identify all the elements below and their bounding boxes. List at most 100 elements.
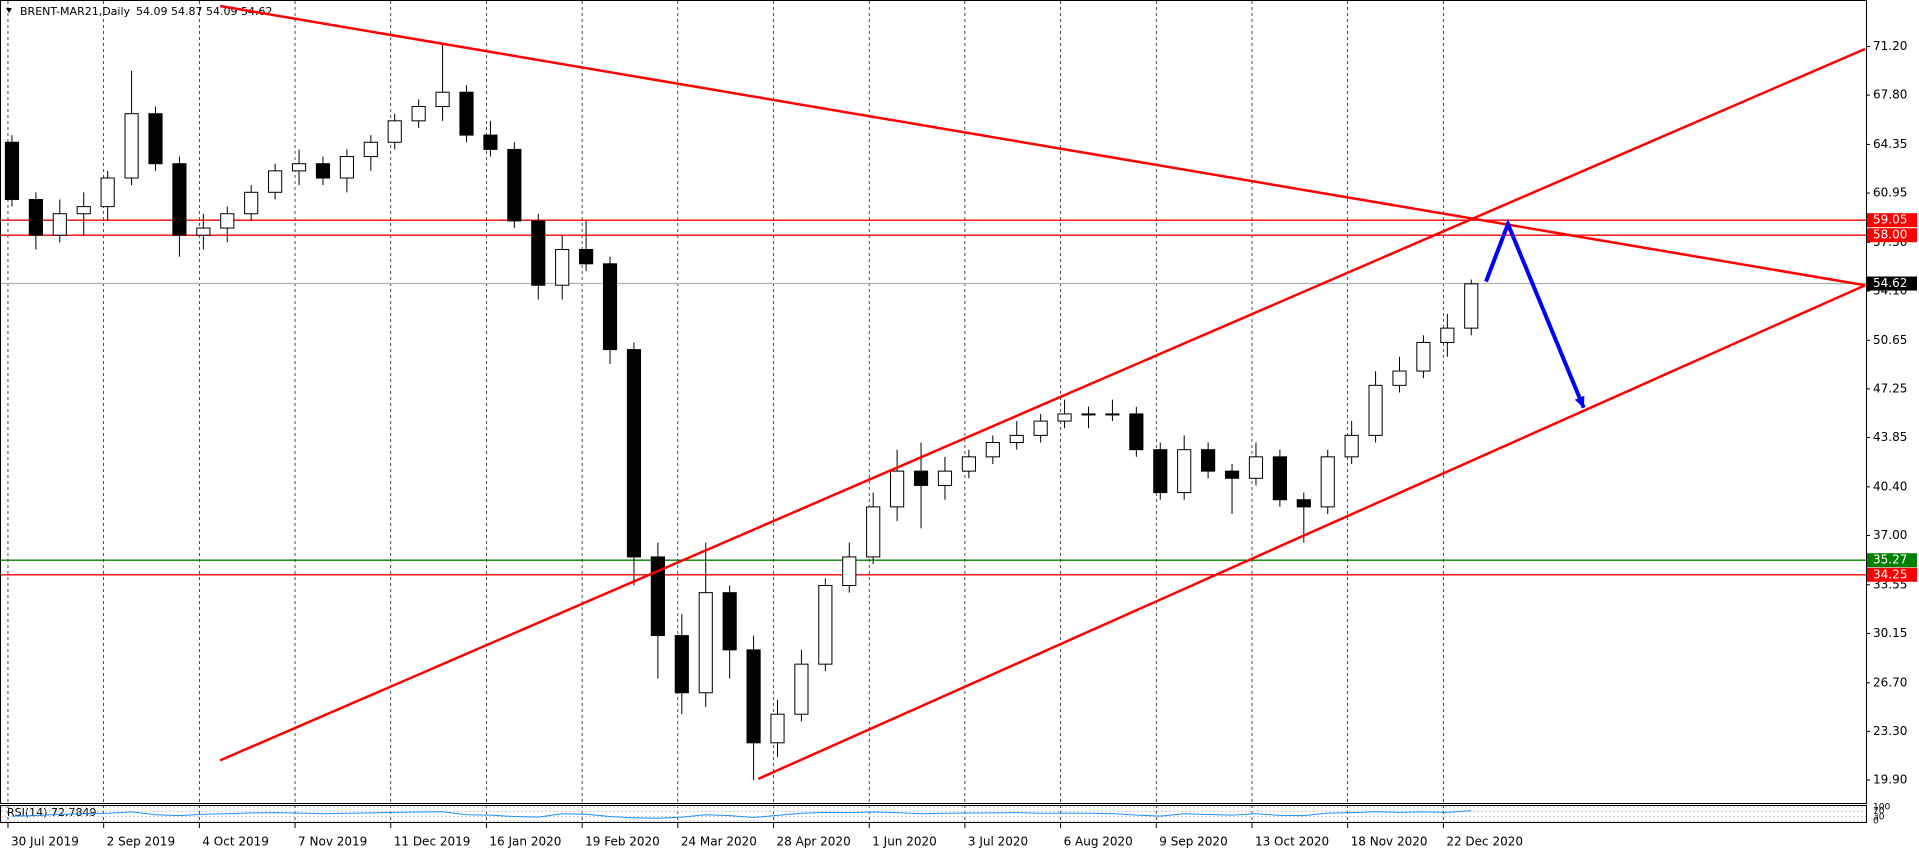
candle-body — [52, 213, 67, 236]
x-tick-label: 2 Sep 2019 — [107, 835, 175, 849]
y-tick-label: 37.00 — [1873, 528, 1907, 542]
candle-body — [268, 170, 283, 193]
candle-body — [770, 713, 785, 744]
y-tick-label: 71.20 — [1873, 39, 1907, 53]
candle-body — [220, 213, 235, 229]
candle-body — [124, 113, 139, 179]
candle-body — [172, 163, 187, 236]
candle-body — [1344, 434, 1359, 458]
candle-body — [1416, 341, 1431, 372]
candle-body — [794, 663, 809, 715]
symbol-menu[interactable] — [6, 8, 12, 13]
candle-body — [507, 148, 522, 222]
x-tick-label: 1 Jun 2020 — [872, 835, 937, 849]
rsi-label: RSI(14) 72.7849 — [7, 806, 96, 819]
candle-body — [937, 470, 953, 486]
arrow-path — [1484, 218, 1586, 409]
level-label: 58.00 — [1873, 228, 1907, 242]
y-tick-label: 60.95 — [1873, 186, 1907, 200]
candle-body — [985, 442, 1000, 458]
candle-body — [435, 91, 450, 108]
level-label: 59.05 — [1873, 213, 1907, 227]
x-tick-label: 22 Dec 2020 — [1446, 835, 1523, 849]
candle-body — [1440, 327, 1455, 343]
candle-body — [1177, 449, 1192, 494]
rsi-frame — [0, 805, 1867, 823]
candle-body — [1009, 434, 1024, 444]
candle-body — [746, 649, 761, 744]
candle-body — [1464, 283, 1479, 329]
x-tick-label: 24 Mar 2020 — [681, 835, 757, 849]
x-tick-label: 30 Jul 2019 — [11, 835, 79, 849]
rsi-line — [11, 810, 1472, 819]
y-tick-label: 30.15 — [1873, 626, 1907, 640]
candle-body — [698, 592, 713, 694]
candle-body — [411, 106, 426, 122]
candle-body — [650, 556, 665, 637]
candle-body — [1105, 413, 1120, 416]
candle-body — [531, 220, 546, 286]
candle-body — [913, 470, 929, 486]
candle-body — [339, 156, 354, 179]
x-tick-label: 7 Nov 2019 — [298, 835, 367, 849]
candle-body — [196, 227, 211, 236]
candle-body — [1201, 449, 1216, 472]
chart-title: BRENT-MAR21,Daily — [20, 5, 131, 18]
candle-body — [100, 177, 115, 208]
candle-body — [244, 191, 259, 215]
x-tick-label: 6 Aug 2020 — [1064, 835, 1133, 849]
candle-body — [626, 349, 642, 558]
candle-body — [148, 113, 163, 165]
y-tick-label: 23.30 — [1873, 724, 1907, 738]
candle-body — [291, 163, 307, 172]
candle-body — [1153, 449, 1168, 494]
candle-body — [1392, 370, 1407, 386]
candle-body — [387, 120, 402, 143]
candle-body — [363, 141, 378, 158]
level-tag — [1867, 228, 1917, 243]
candle-body — [842, 556, 857, 587]
trendline — [757, 284, 1866, 780]
candle-body — [866, 506, 881, 558]
y-tick-label: 50.65 — [1873, 333, 1907, 347]
rsi-tick-label: 100 — [1873, 803, 1890, 813]
y-tick-label: 26.70 — [1873, 675, 1907, 689]
candle-body — [579, 249, 594, 265]
candle-body — [1296, 499, 1311, 508]
rsi-tick-label: 70 — [1873, 807, 1885, 817]
candle-body — [1224, 470, 1240, 479]
level-label: 34.25 — [1873, 567, 1907, 581]
arrow-head — [1574, 395, 1585, 408]
x-tick-label: 11 Dec 2019 — [394, 835, 471, 849]
candle-body — [28, 198, 43, 236]
candle-body — [1057, 413, 1072, 422]
rsi-tick-label: 0 — [1873, 817, 1879, 827]
level-tag — [1867, 213, 1917, 228]
x-tick-label: 3 Jul 2020 — [968, 835, 1028, 849]
candle-body — [555, 249, 570, 286]
x-tick-label: 16 Jan 2020 — [489, 835, 561, 849]
candle-body — [602, 263, 618, 351]
candle-body — [1033, 420, 1048, 436]
candle-body — [315, 163, 331, 179]
candle-body — [1320, 456, 1335, 508]
candle-body — [76, 206, 91, 215]
x-tick-label: 19 Feb 2020 — [585, 835, 660, 849]
level-tag — [1867, 553, 1917, 568]
y-tick-label: 43.85 — [1873, 430, 1907, 444]
x-tick-label: 18 Nov 2020 — [1351, 835, 1428, 849]
y-tick-label: 67.80 — [1873, 88, 1907, 102]
rsi-tick-label: 30 — [1873, 812, 1885, 822]
candle-body — [1081, 413, 1096, 416]
x-tick-label: 4 Oct 2019 — [202, 835, 269, 849]
candle-body — [722, 592, 737, 651]
candle-body — [4, 141, 20, 200]
x-tick-label: 13 Oct 2020 — [1255, 835, 1329, 849]
candle-body — [961, 456, 976, 472]
trendline — [219, 4, 1866, 287]
y-tick-label: 47.25 — [1873, 381, 1907, 395]
level-tag — [1867, 276, 1917, 291]
trendline — [219, 47, 1866, 762]
level-tag — [1867, 567, 1917, 582]
